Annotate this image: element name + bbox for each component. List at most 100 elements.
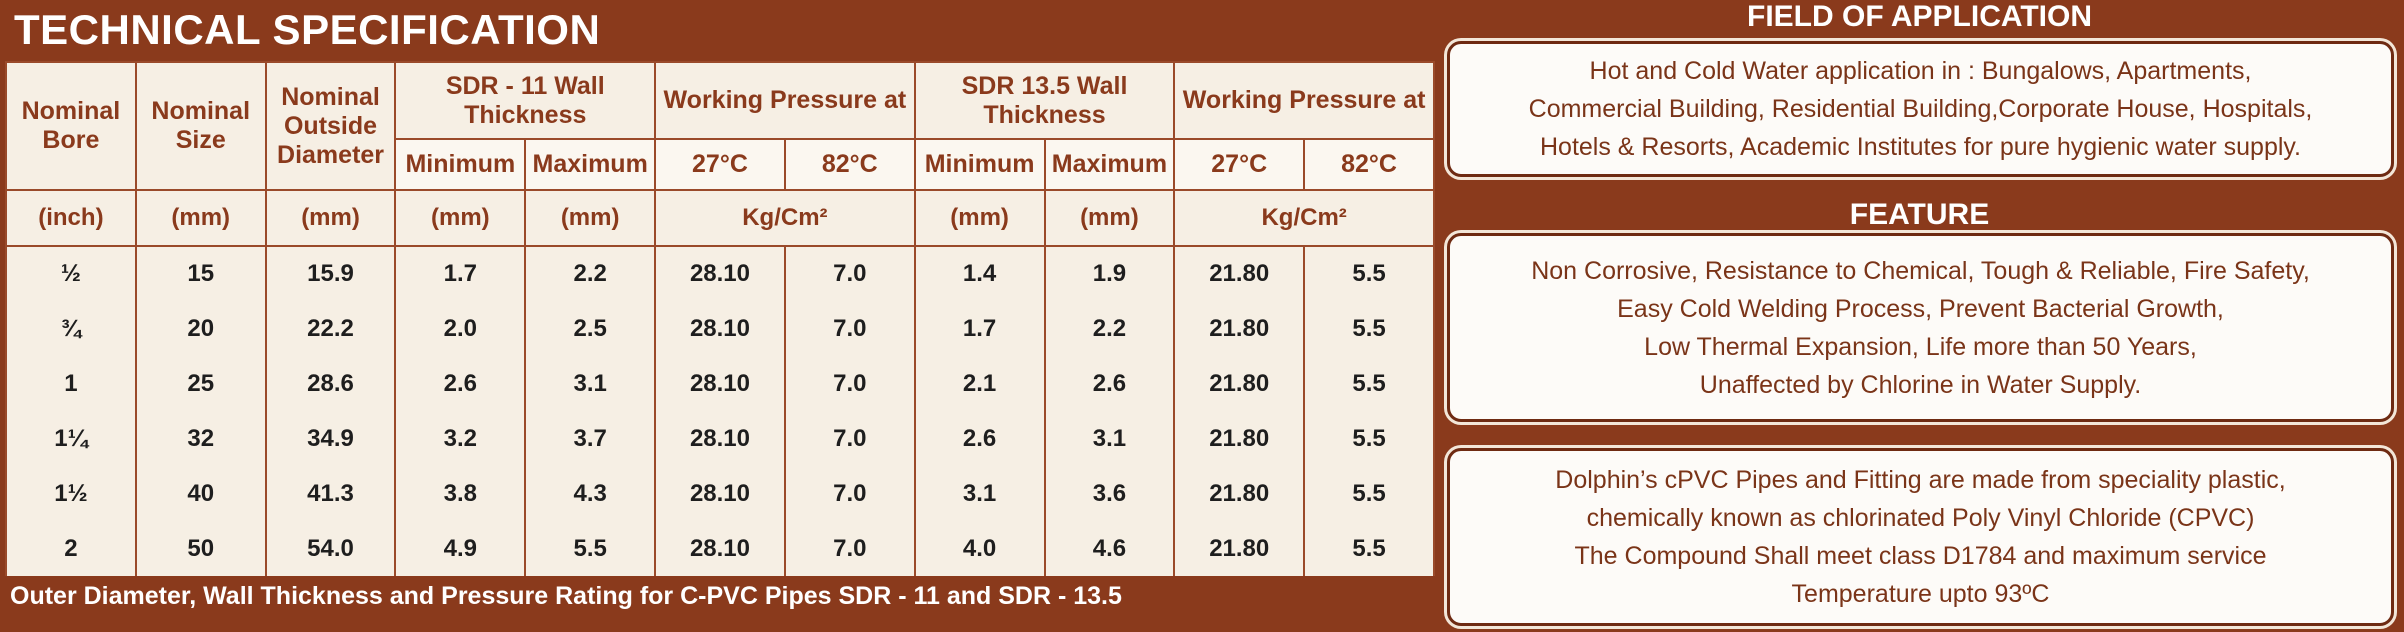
cell: ½ <box>5 246 137 301</box>
cell: 7.0 <box>783 466 916 521</box>
cell: 1.9 <box>1043 246 1176 301</box>
subheader-row: Minimum Maximum 27°C 82°C Minimum Maximum 27°C… <box>6 138 1435 191</box>
cell: 34.9 <box>264 411 397 466</box>
cell: 28.6 <box>264 356 397 411</box>
cell: 7.0 <box>783 246 916 301</box>
cell: 3.2 <box>394 411 527 466</box>
cell: 2 <box>5 521 137 576</box>
cell: 21.80 <box>1173 411 1306 466</box>
cell: 3.1 <box>1043 411 1176 466</box>
cell: 25 <box>134 356 267 411</box>
section-line: chemically known as chlorinated Poly Vin… <box>1586 504 2255 532</box>
header-cell: SDR - 11 Wall Thickness <box>394 61 657 140</box>
unit-cell: (mm) <box>264 189 397 247</box>
section-line: Easy Cold Welding Process, Prevent Bacte… <box>1617 294 2224 323</box>
cell: 20 <box>134 301 267 356</box>
cell: 5.5 <box>1303 521 1435 576</box>
section-box: Non Corrosive, Resistance to Chemical, T… <box>1447 233 2394 422</box>
cell: 28.10 <box>654 356 786 411</box>
header-cell: Working Pressure at <box>654 61 916 140</box>
cell: 5.5 <box>524 521 657 576</box>
cell: 32 <box>134 411 267 466</box>
section-line: Low Thermal Expansion, Life more than 50… <box>1644 332 2197 361</box>
cell: 21.80 <box>1173 356 1306 411</box>
section-line: Dolphin’s cPVC Pipes and Fitting are mad… <box>1555 466 2286 494</box>
cell: 28.10 <box>654 301 786 356</box>
cell: 3.1 <box>524 356 657 411</box>
cell: 5.5 <box>1303 411 1435 466</box>
subheader-cell: 27°C <box>1173 138 1306 191</box>
cell: 3.1 <box>913 466 1046 521</box>
data-row: 1¼ 32 34.9 3.2 3.7 28.10 7.0 2.6 3.1 21.80 5.5 <box>5 411 1435 466</box>
cell: 15.9 <box>264 246 397 301</box>
units-row: (inch) (mm) (mm) (mm) (mm) Kg/Cm² (mm) (… <box>5 189 1435 247</box>
subheader-cell: 27°C <box>654 138 786 191</box>
section-title: FIELD OF APPLICATION <box>1747 0 2092 33</box>
cell: 5.5 <box>1303 246 1435 301</box>
cell: 3.7 <box>524 411 657 466</box>
cell: 2.6 <box>1043 356 1176 411</box>
table-body: ½ 15 15.9 1.7 2.2 28.10 7.0 1.4 1.9 21.80 5.5 ¾ 20 22… <box>5 246 1435 576</box>
cell: 4.3 <box>524 466 657 521</box>
subheader-cell: Minimum <box>913 138 1046 191</box>
unit-cell: Kg/Cm² <box>654 189 916 247</box>
cell: 2.2 <box>524 246 657 301</box>
unit-cell: (mm) <box>524 189 657 247</box>
cell: 7.0 <box>783 521 916 576</box>
cell: 41.3 <box>264 466 397 521</box>
data-row: 1½ 40 41.3 3.8 4.3 28.10 7.0 3.1 3.6 21.80 5.5 <box>5 466 1435 521</box>
subheader-cell: 82°C <box>783 138 916 191</box>
cell: 5.5 <box>1303 466 1435 521</box>
cell: 3.8 <box>394 466 527 521</box>
section-line: The Compound Shall meet class D1784 and … <box>1574 542 2267 570</box>
spec-table: Nominal Bore Nominal Size Nominal Outsid… <box>5 61 1435 576</box>
data-row: 2 50 54.0 4.9 5.5 28.10 7.0 4.0 4.6 21.80 5.5 <box>5 521 1435 576</box>
cell: 2.6 <box>913 411 1046 466</box>
cell: 1.4 <box>913 246 1046 301</box>
cell: 21.80 <box>1173 246 1306 301</box>
cell: 28.10 <box>654 411 786 466</box>
cell: 50 <box>134 521 267 576</box>
cell: 2.1 <box>913 356 1046 411</box>
cell: 4.6 <box>1043 521 1176 576</box>
cell: 7.0 <box>783 301 916 356</box>
cell: 40 <box>134 466 267 521</box>
section-box: Dolphin’s cPVC Pipes and Fitting are mad… <box>1447 448 2394 626</box>
subheader-cell: 82°C <box>1303 138 1435 191</box>
data-row: 1 25 28.6 2.6 3.1 28.10 7.0 2.1 2.6 21.80 5.5 <box>5 356 1435 411</box>
subheader-cell: Maximum <box>524 138 657 191</box>
unit-cell: (inch) <box>5 189 137 247</box>
cell: 1.7 <box>394 246 527 301</box>
cell: 7.0 <box>783 356 916 411</box>
cell: 4.9 <box>394 521 527 576</box>
unit-cell: (mm) <box>394 189 527 247</box>
cell: 7.0 <box>783 411 916 466</box>
header-cell: SDR 13.5 Wall Thickness <box>913 61 1176 140</box>
cell: 22.2 <box>264 301 397 356</box>
cell: 21.80 <box>1173 521 1306 576</box>
header-cell: Working Pressure at <box>1173 61 1435 140</box>
header-row: Nominal Bore Nominal Size Nominal Outsid… <box>5 61 1435 191</box>
cell: 2.2 <box>1043 301 1176 356</box>
unit-cell: (mm) <box>134 189 267 247</box>
unit-cell: (mm) <box>1043 189 1176 247</box>
cell: 3.6 <box>1043 466 1176 521</box>
cell: 5.5 <box>1303 356 1435 411</box>
cell: 28.10 <box>654 466 786 521</box>
cell: 2.5 <box>524 301 657 356</box>
data-row: ½ 15 15.9 1.7 2.2 28.10 7.0 1.4 1.9 21.80 5.5 <box>5 246 1435 301</box>
cell: 21.80 <box>1173 301 1306 356</box>
section-line: Temperature upto 93ºC <box>1791 580 2050 608</box>
cell: 28.10 <box>654 246 786 301</box>
cell: 1 <box>5 356 137 411</box>
cell: 2.6 <box>394 356 527 411</box>
cell: 4.0 <box>913 521 1046 576</box>
cell: 21.80 <box>1173 466 1306 521</box>
unit-cell: (mm) <box>913 189 1046 247</box>
data-row: ¾ 20 22.2 2.0 2.5 28.10 7.0 1.7 2.2 21.80 5.5 <box>5 301 1435 356</box>
section-box: Hot and Cold Water application in : Bung… <box>1447 41 2394 177</box>
page-title: TECHNICAL SPECIFICATION <box>14 6 601 53</box>
section-line: Unaffected by Chlorine in Water Supply. <box>1699 370 2142 399</box>
cell: ¾ <box>5 301 137 356</box>
